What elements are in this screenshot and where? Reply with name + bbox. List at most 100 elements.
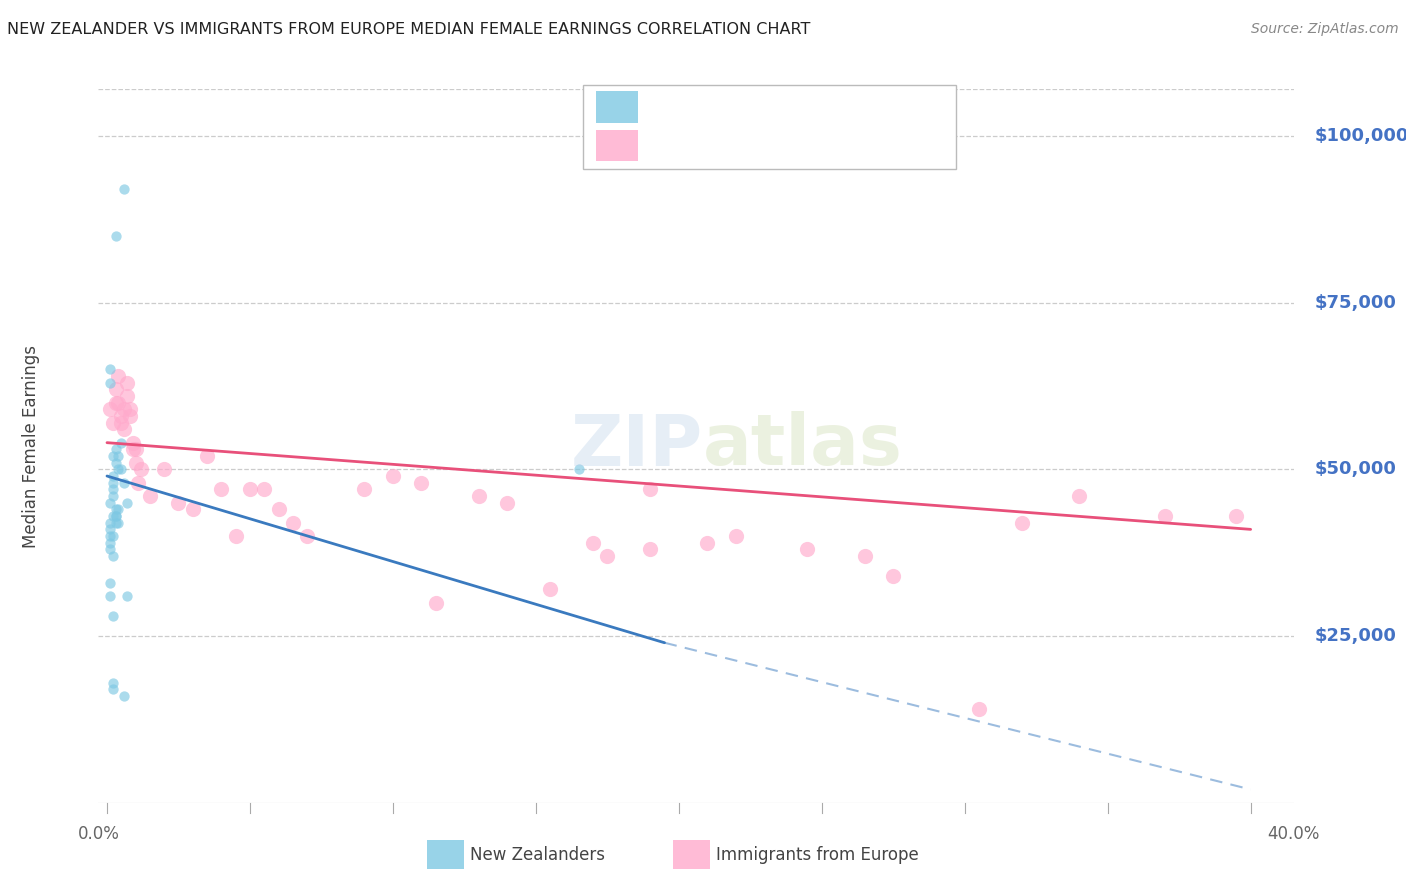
Point <box>101 529 124 543</box>
Text: Immigrants from Europe: Immigrants from Europe <box>716 846 918 863</box>
Point <box>796 542 818 557</box>
Point <box>104 456 127 470</box>
Point <box>98 362 121 376</box>
Point <box>724 529 747 543</box>
Text: $25,000: $25,000 <box>1315 627 1396 645</box>
Point <box>638 483 661 497</box>
Point <box>112 475 135 490</box>
Point <box>112 182 135 196</box>
Point <box>124 456 146 470</box>
Point <box>1011 516 1033 530</box>
Point <box>101 675 124 690</box>
Point <box>98 589 121 603</box>
Point <box>967 702 990 716</box>
Point <box>98 402 121 417</box>
Point <box>425 596 447 610</box>
Point <box>110 435 132 450</box>
Text: $50,000: $50,000 <box>1315 460 1396 478</box>
Point <box>104 509 127 524</box>
Point <box>98 542 121 557</box>
Point <box>115 589 138 603</box>
Point <box>101 475 124 490</box>
Point <box>118 402 141 417</box>
Text: R =: R = <box>651 136 690 154</box>
Text: NEW ZEALANDER VS IMMIGRANTS FROM EUROPE MEDIAN FEMALE EARNINGS CORRELATION CHART: NEW ZEALANDER VS IMMIGRANTS FROM EUROPE … <box>7 22 810 37</box>
Point <box>101 483 124 497</box>
Point <box>104 228 127 243</box>
Point <box>104 442 127 457</box>
Point <box>104 509 127 524</box>
Point <box>107 449 129 463</box>
Point <box>104 502 127 516</box>
Point <box>267 502 290 516</box>
Point <box>381 469 404 483</box>
Point <box>281 516 304 530</box>
Point <box>127 475 149 490</box>
Point <box>195 449 218 463</box>
Point <box>131 462 153 476</box>
Point <box>1067 489 1090 503</box>
Point <box>353 483 375 497</box>
Point <box>104 395 127 409</box>
Point <box>153 462 176 476</box>
Point <box>882 569 904 583</box>
Point <box>167 496 190 510</box>
Point <box>101 489 124 503</box>
Point <box>115 376 138 390</box>
Point <box>101 416 124 430</box>
Point <box>104 382 127 396</box>
Point <box>225 529 247 543</box>
Point <box>596 549 619 563</box>
Point <box>107 395 129 409</box>
Point <box>112 422 135 436</box>
Point <box>253 483 276 497</box>
Point <box>110 409 132 423</box>
Point <box>411 475 433 490</box>
Point <box>853 549 876 563</box>
Point <box>98 535 121 549</box>
Text: New Zealanders: New Zealanders <box>470 846 605 863</box>
Point <box>496 496 519 510</box>
Point <box>98 376 121 390</box>
Text: -0.353: -0.353 <box>686 136 755 155</box>
Point <box>107 502 129 516</box>
Point <box>101 609 124 624</box>
Point <box>121 435 143 450</box>
Point <box>538 582 561 597</box>
Point <box>209 483 232 497</box>
Text: ZIP: ZIP <box>571 411 703 481</box>
Text: -0.254: -0.254 <box>686 97 756 117</box>
Point <box>467 489 489 503</box>
Point <box>101 449 124 463</box>
Point <box>115 496 138 510</box>
Point <box>121 442 143 457</box>
Text: R =: R = <box>651 98 690 116</box>
Point <box>104 516 127 530</box>
Text: 40.0%: 40.0% <box>1267 825 1320 843</box>
Point <box>98 529 121 543</box>
Point <box>101 682 124 697</box>
Point <box>568 462 591 476</box>
Text: N =: N = <box>766 98 806 116</box>
Point <box>112 689 135 703</box>
Point <box>239 483 262 497</box>
Text: N =: N = <box>766 136 806 154</box>
Point <box>101 469 124 483</box>
Point <box>638 542 661 557</box>
Point <box>115 389 138 403</box>
Point <box>98 516 121 530</box>
Point <box>295 529 318 543</box>
Text: Median Female Earnings: Median Female Earnings <box>22 344 39 548</box>
Point <box>124 442 146 457</box>
Text: 40: 40 <box>801 97 828 117</box>
Text: 0.0%: 0.0% <box>77 825 120 843</box>
Text: Source: ZipAtlas.com: Source: ZipAtlas.com <box>1251 22 1399 37</box>
Point <box>110 462 132 476</box>
Point <box>139 489 162 503</box>
Text: atlas: atlas <box>703 411 903 481</box>
Point <box>107 462 129 476</box>
Text: 53: 53 <box>801 136 828 155</box>
Point <box>98 496 121 510</box>
Point <box>98 522 121 536</box>
Point <box>181 502 204 516</box>
